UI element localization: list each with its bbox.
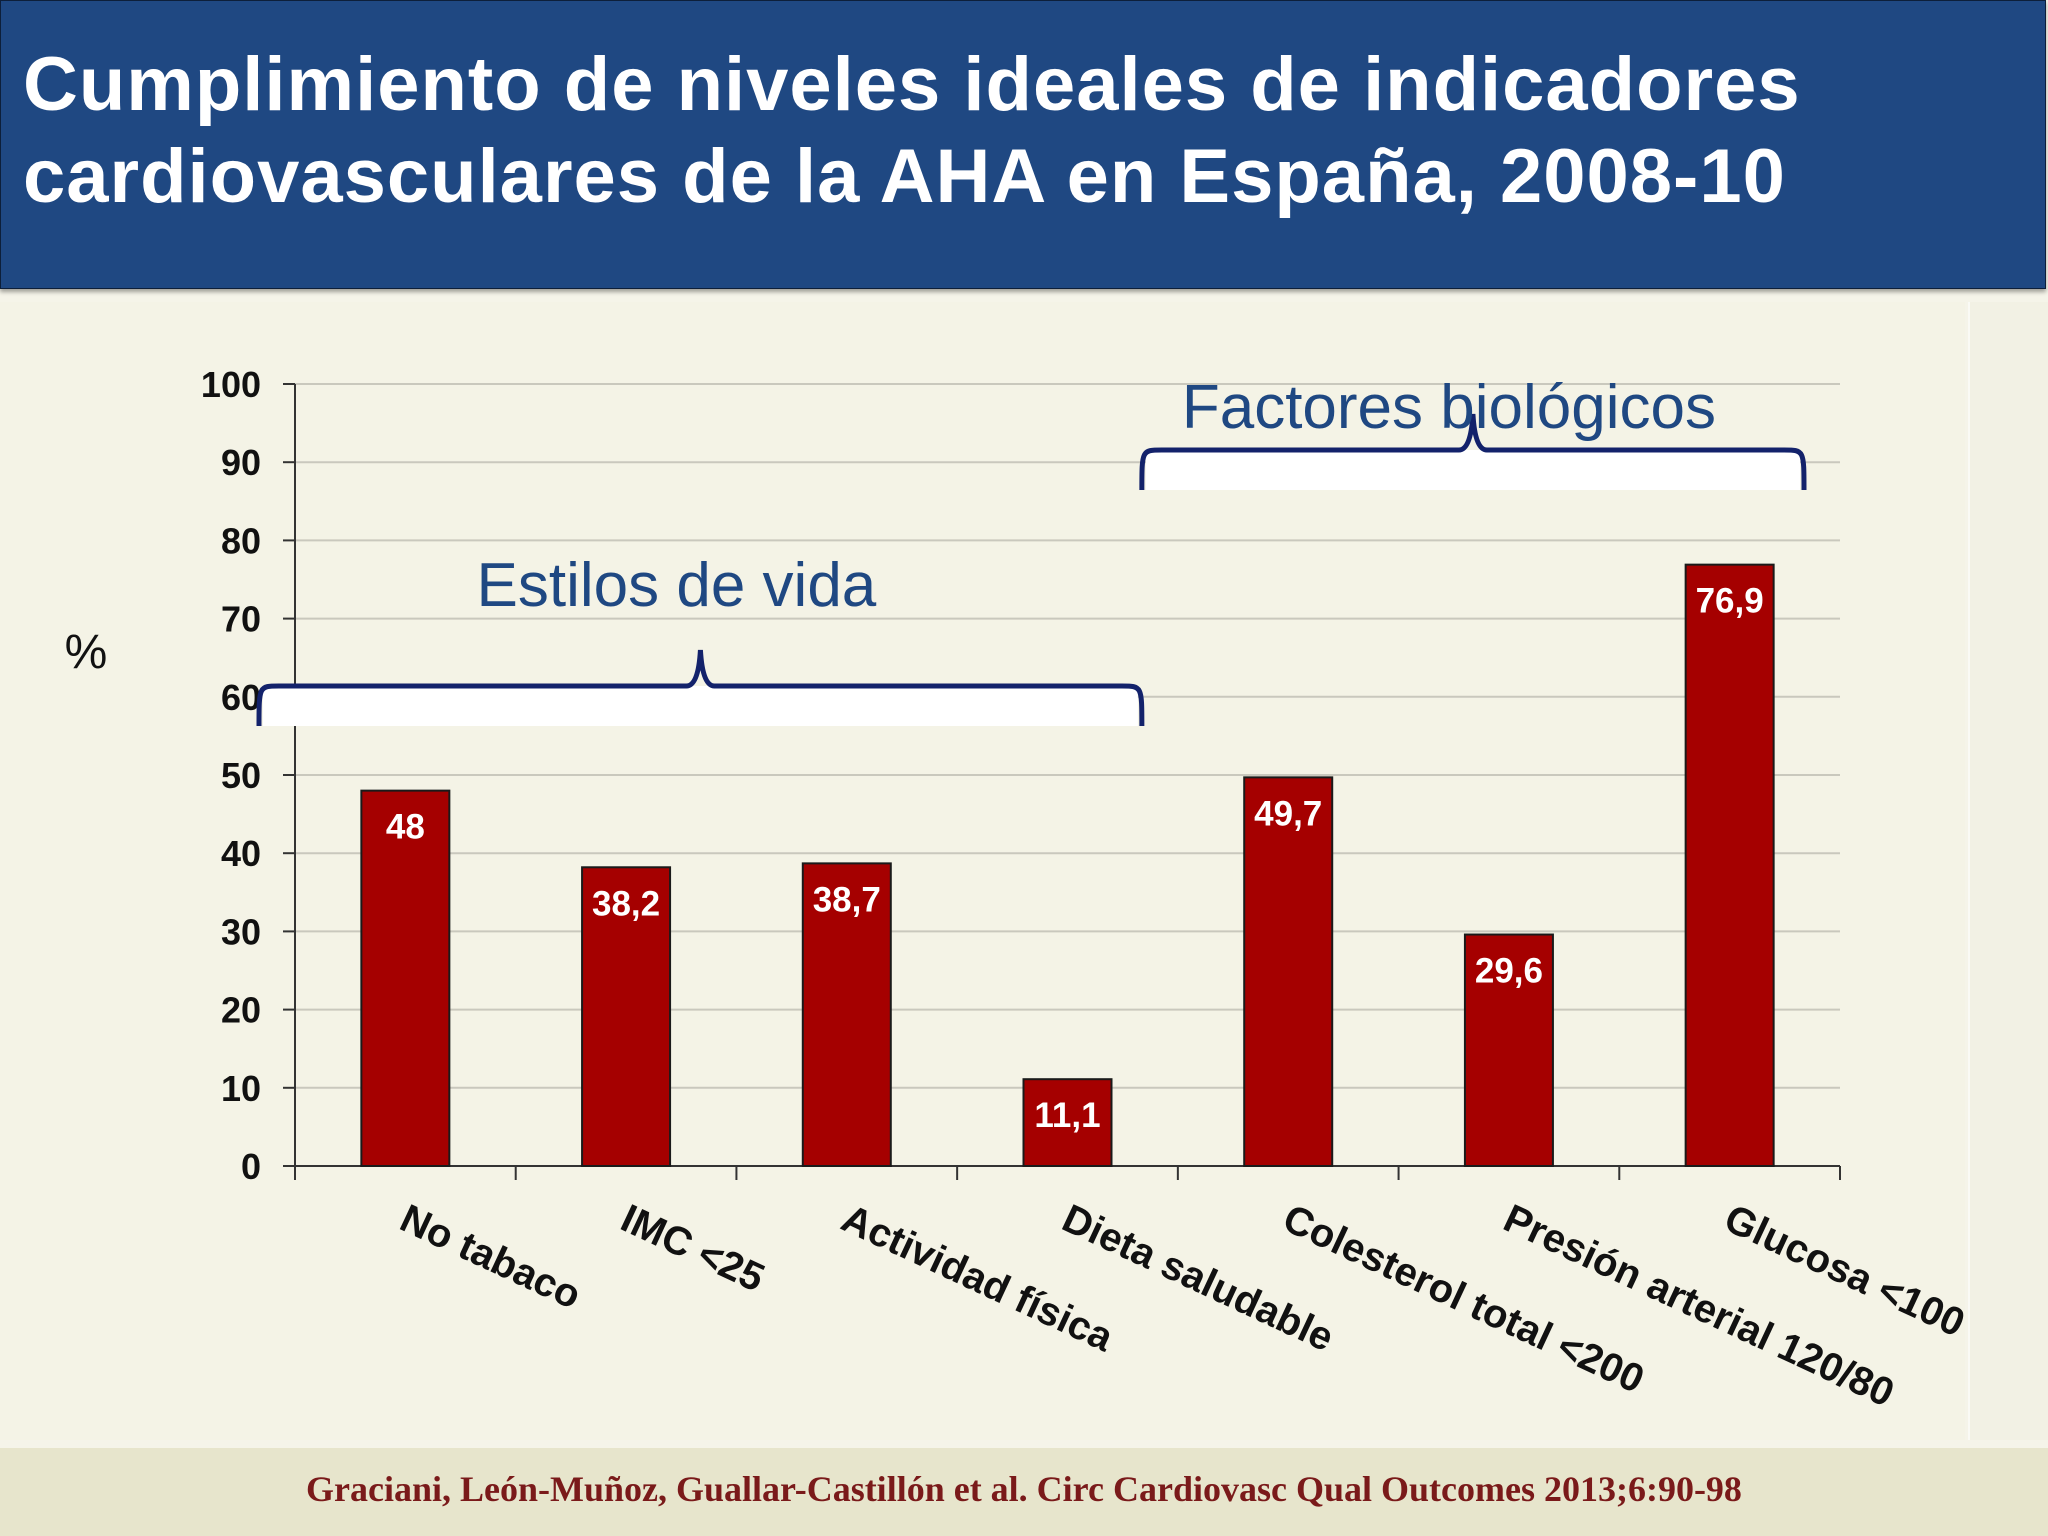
- bar-0: [360, 789, 451, 1167]
- category-label-5: Presión arterial 120/80: [1497, 1196, 1901, 1415]
- y-axis-label: %: [65, 626, 108, 679]
- bar-4: [1243, 776, 1334, 1167]
- bar-1: [581, 866, 672, 1167]
- y-tick-label-30: 30: [221, 911, 261, 952]
- category-label-1: IMC <25: [614, 1196, 771, 1300]
- group-brace-1: [1139, 413, 1807, 491]
- bar-6: [1684, 563, 1775, 1167]
- y-tick-label-60: 60: [221, 677, 261, 718]
- y-tick-label-50: 50: [221, 755, 261, 796]
- chart-panel: 0 10 20 30 40 50 60 70 80 90 100 48 No tabaco 38,2 IM…: [0, 302, 1965, 1440]
- value-label-6: 76,9: [1696, 582, 1764, 621]
- y-tick-label-100: 100: [201, 364, 261, 405]
- citation: Graciani, León-Muñoz, Guallar-Castillón …: [306, 1469, 1742, 1509]
- title-line-2: cardiovasculares de la AHA en España, 20…: [23, 134, 1786, 219]
- category-label-4: Colesterol total <200: [1276, 1196, 1650, 1402]
- brace-backdrop-0: [263, 686, 1138, 726]
- bar-chart: 0 10 20 30 40 50 60 70 80 90 100 48 No tabaco 38,2 IM…: [65, 364, 1965, 1416]
- value-label-4: 49,7: [1254, 794, 1322, 833]
- y-tick-label-10: 10: [221, 1068, 261, 1109]
- brace-backdrop-1: [1145, 450, 1800, 490]
- title-line-1: Cumplimiento de niveles ideales de indic…: [23, 42, 1801, 127]
- group-label-1: Factores biológicos: [1182, 373, 1716, 442]
- group-brace-0: [256, 649, 1145, 727]
- y-tick-label-0: 0: [241, 1146, 261, 1187]
- bar-2: [801, 862, 892, 1168]
- y-tick-label-90: 90: [221, 442, 261, 483]
- side-strip: [1968, 302, 2048, 1440]
- value-label-5: 29,6: [1475, 952, 1543, 991]
- value-label-1: 38,2: [592, 884, 660, 923]
- title-banner: Cumplimiento de niveles ideales de indic…: [0, 0, 2046, 289]
- value-label-0: 48: [386, 808, 425, 847]
- value-label-3: 11,1: [1034, 1096, 1100, 1135]
- slide-title: Cumplimiento de niveles ideales de indic…: [23, 39, 2033, 223]
- bar-5: [1463, 933, 1554, 1168]
- y-tick-label-70: 70: [221, 599, 261, 640]
- value-label-2: 38,7: [813, 880, 881, 919]
- y-tick-label-40: 40: [221, 833, 261, 874]
- y-tick-label-20: 20: [221, 990, 261, 1031]
- footer-bar: [0, 1448, 2048, 1536]
- category-label-0: No tabaco: [394, 1196, 588, 1318]
- y-tick-label-80: 80: [221, 520, 261, 561]
- bar-3: [1022, 1078, 1113, 1167]
- group-label-0: Estilos de vida: [477, 551, 877, 620]
